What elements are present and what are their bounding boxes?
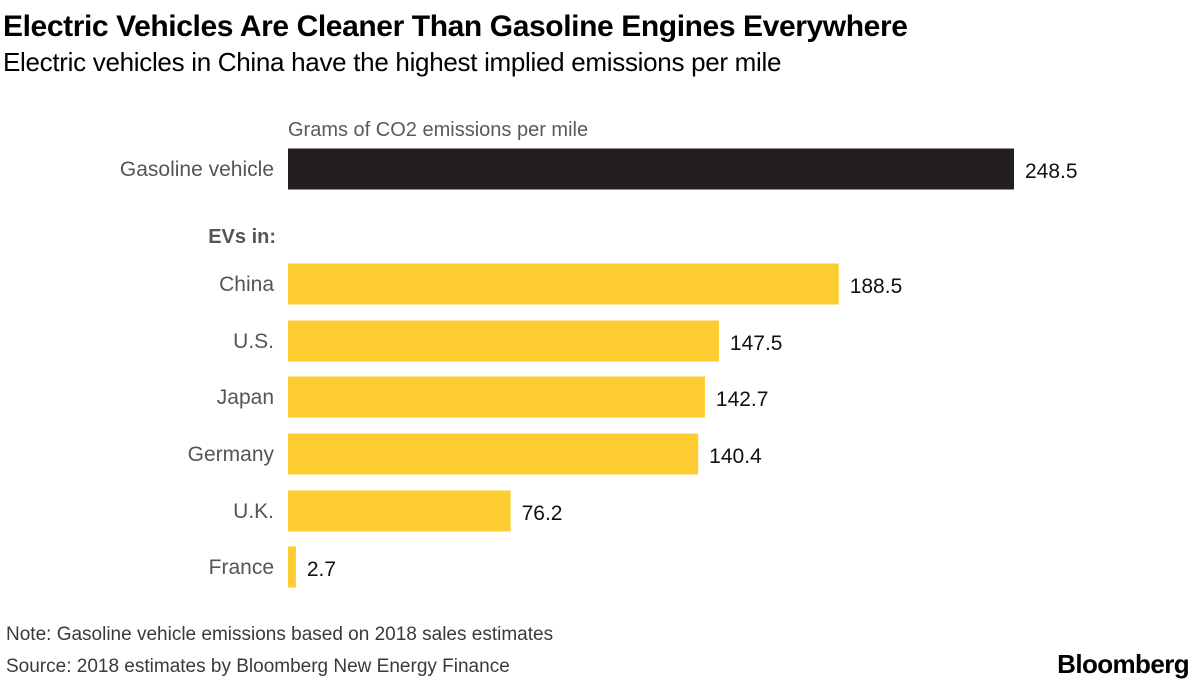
bar-japan	[288, 376, 705, 418]
bar-u-s	[288, 320, 719, 362]
value-label-gasoline-vehicle: 248.5	[1025, 160, 1078, 183]
source: Source: 2018 estimates by Bloomberg New …	[6, 656, 510, 677]
axis-label: Grams of CO2 emissions per mile	[288, 119, 588, 141]
category-label-germany: Germany	[188, 443, 275, 466]
bar-u-k	[288, 490, 511, 532]
value-label-u-s: 147.5	[730, 332, 783, 355]
bar-china	[288, 263, 839, 305]
category-label-gasoline-vehicle: Gasoline vehicle	[120, 158, 274, 181]
chart-title: Electric Vehicles Are Cleaner Than Gasol…	[3, 10, 908, 43]
bar-chart: Grams of CO2 emissions per mile EVs in: …	[120, 119, 1078, 588]
value-label-france: 2.7	[307, 558, 336, 581]
bar-germany	[288, 433, 699, 475]
value-label-china: 188.5	[850, 275, 903, 298]
category-label-japan: Japan	[217, 386, 274, 409]
bar-france	[288, 546, 296, 588]
category-label-france: France	[209, 556, 274, 579]
value-label-germany: 140.4	[709, 445, 762, 468]
value-label-u-k: 76.2	[522, 502, 563, 525]
chart-subtitle: Electric vehicles in China have the high…	[3, 47, 782, 77]
note: Note: Gasoline vehicle emissions based o…	[6, 624, 554, 645]
category-label-u-s: U.S.	[233, 330, 274, 353]
bars-group: Gasoline vehicle 248.5 China 188.5 U.S. 147.5…	[120, 148, 1078, 588]
group-label: EVs in:	[208, 226, 276, 248]
bar-gasoline-vehicle	[288, 148, 1014, 190]
category-label-u-k: U.K.	[233, 500, 274, 523]
bloomberg-logo: Bloomberg	[1057, 649, 1189, 679]
value-label-japan: 142.7	[716, 388, 769, 411]
category-label-china: China	[219, 273, 274, 296]
